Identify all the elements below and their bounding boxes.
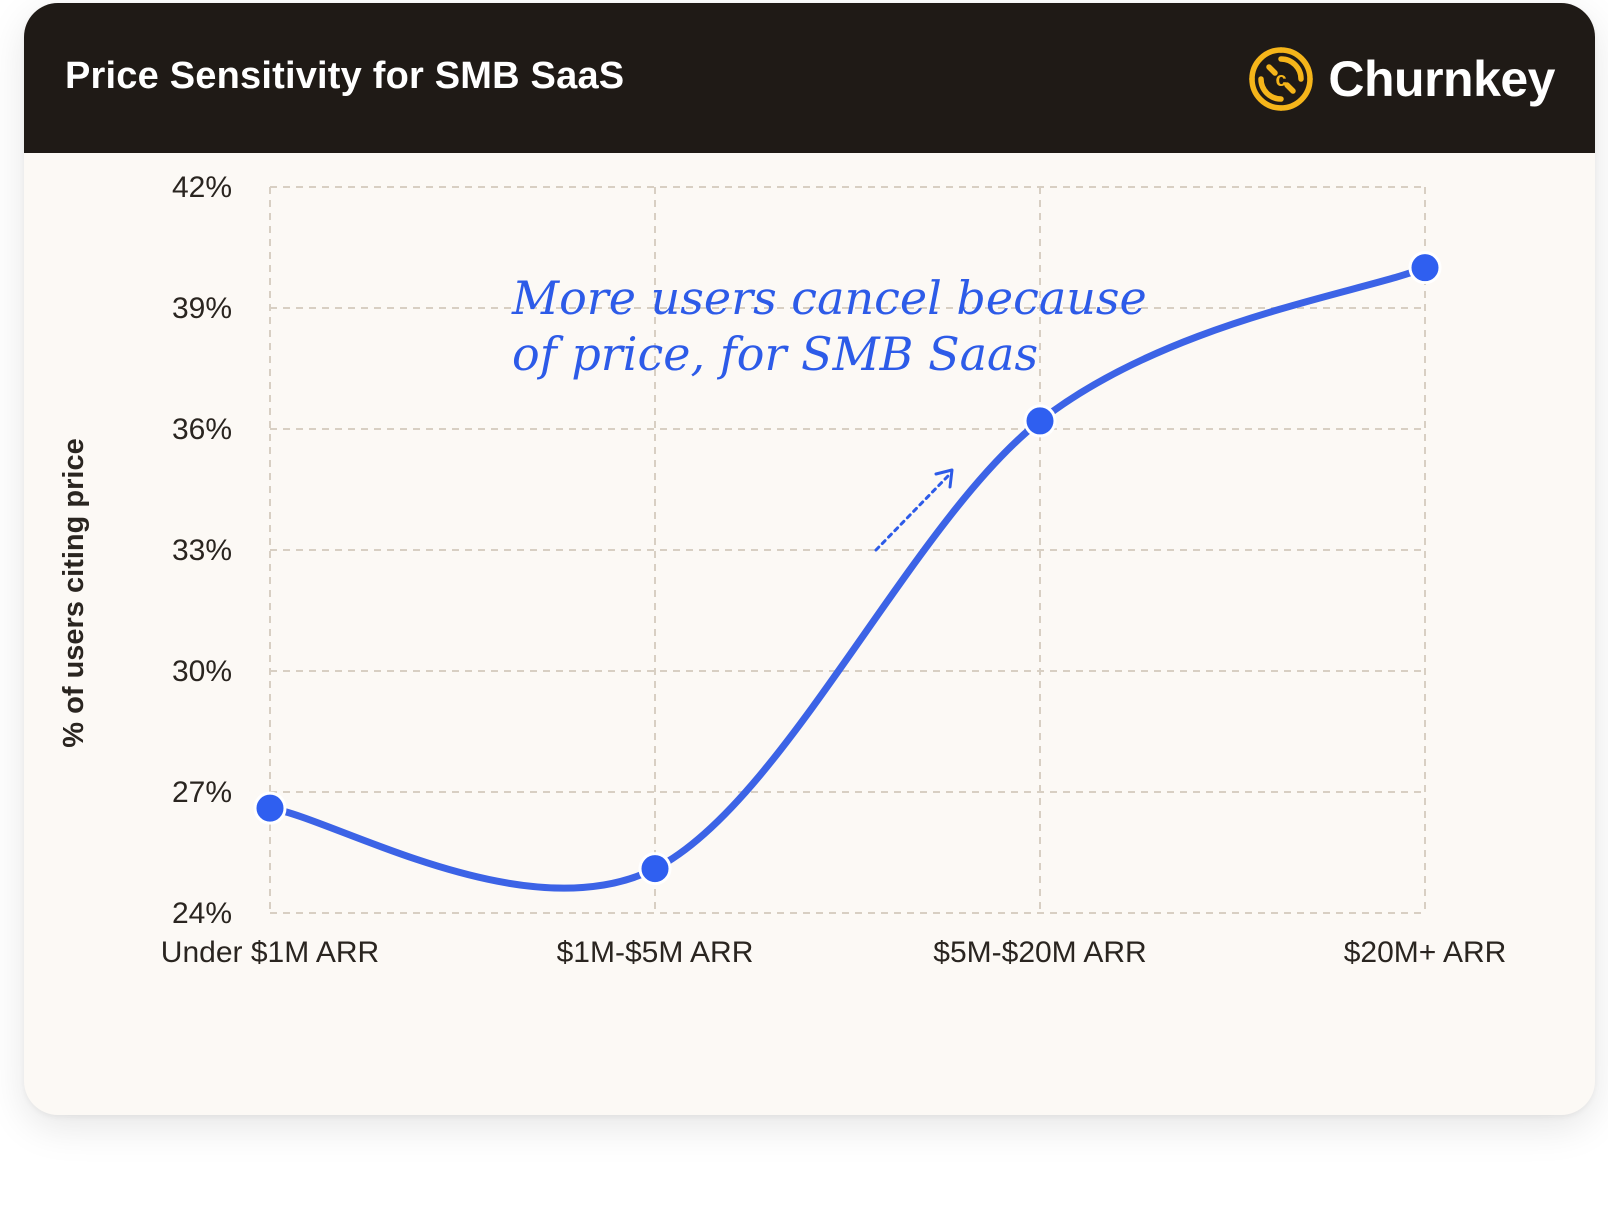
x-tick-label: $20M+ ARR <box>1344 936 1507 969</box>
dotted-arrow-icon <box>874 468 954 552</box>
y-tick-label: 39% <box>172 292 232 325</box>
svg-text:c: c <box>1276 69 1287 91</box>
y-tick-label: 33% <box>172 534 232 567</box>
brand: c Churnkey <box>1248 39 1555 119</box>
x-tick-label: $1M-$5M ARR <box>557 936 754 969</box>
x-tick-label: $5M-$20M ARR <box>933 936 1146 969</box>
churnkey-logo-icon: c <box>1249 47 1314 111</box>
brand-name: Churnkey <box>1328 51 1555 107</box>
series-line <box>266 264 1429 892</box>
data-point[interactable] <box>253 791 287 825</box>
chart-card: Price Sensitivity for SMB SaaS c Churnke… <box>24 3 1595 1115</box>
data-point[interactable] <box>1023 404 1057 438</box>
data-point[interactable] <box>1408 251 1442 285</box>
y-axis-title: % of users citing price <box>58 438 90 747</box>
y-tick-label: 36% <box>172 413 232 446</box>
chart-title: Price Sensitivity for SMB SaaS <box>65 55 625 97</box>
x-tick-label: Under $1M ARR <box>161 936 379 969</box>
x-axis-ticks: Under $1M ARR $1M-$5M ARR $5M-$20M ARR $20M… <box>161 936 1507 969</box>
y-tick-label: 24% <box>172 897 232 930</box>
grid <box>269 186 1426 914</box>
y-tick-label: 27% <box>172 776 232 809</box>
annotation: More users cancel because of price, for … <box>511 271 1147 552</box>
y-axis-ticks: 24% 27% 30% 33% 36% 39% 42% <box>172 171 232 930</box>
annotation-line-2: of price, for SMB Saas <box>512 327 1038 381</box>
annotation-line-1: More users cancel because <box>511 271 1147 325</box>
y-tick-label: 42% <box>172 171 232 204</box>
data-point[interactable] <box>638 852 672 886</box>
series <box>253 251 1442 892</box>
y-tick-label: 30% <box>172 655 232 688</box>
header-bar: Price Sensitivity for SMB SaaS c Churnke… <box>24 3 1595 153</box>
